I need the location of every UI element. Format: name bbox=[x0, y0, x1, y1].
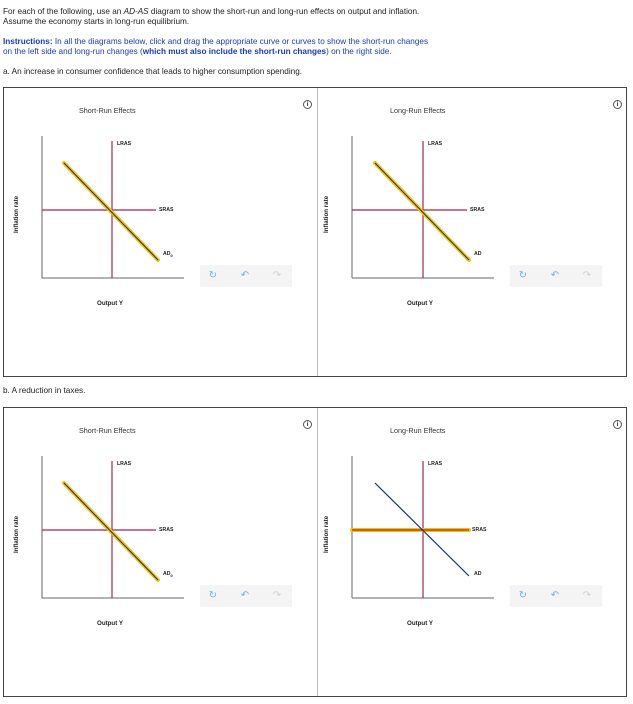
instructions-label: Instructions: bbox=[3, 37, 53, 46]
question-a: a. An increase in consumer confidence th… bbox=[3, 67, 303, 76]
ad-label-text: AD bbox=[163, 571, 171, 577]
short-run-graph-b: Short-Run Effects i Inflation rate LRAS … bbox=[4, 408, 315, 696]
panel-divider bbox=[317, 408, 318, 696]
undo-icon[interactable]: ↶ bbox=[240, 270, 250, 281]
redo-icon[interactable]: ↷ bbox=[272, 270, 282, 281]
reset-icon[interactable]: ↻ bbox=[518, 270, 528, 281]
graph-toolbar: ↻ ↶ ↷ bbox=[200, 585, 292, 607]
intro-text: For each of the following, use an bbox=[3, 7, 124, 16]
undo-icon[interactable]: ↶ bbox=[550, 270, 560, 281]
redo-icon[interactable]: ↷ bbox=[272, 590, 282, 601]
ad-curve[interactable] bbox=[374, 162, 470, 261]
instructions-text: In all the diagrams below, click and dra… bbox=[52, 37, 429, 46]
lras-label: LRAS bbox=[117, 461, 132, 467]
instructions-line-2: on the left side and long-run changes (w… bbox=[3, 47, 392, 57]
lras-label: LRAS bbox=[428, 461, 443, 467]
graph-title: Long-Run Effects bbox=[390, 106, 446, 115]
x-axis-label: Output Y bbox=[97, 620, 124, 627]
intro-line-1: For each of the following, use an AD-AS … bbox=[3, 7, 419, 17]
info-icon[interactable]: i bbox=[303, 420, 312, 429]
instructions-text-2a: on the left side and long-run changes ( bbox=[3, 47, 143, 56]
graph-title: Short-Run Effects bbox=[79, 106, 136, 115]
reset-icon[interactable]: ↻ bbox=[208, 590, 218, 601]
undo-icon[interactable]: ↶ bbox=[550, 590, 560, 601]
ad-label-text: AD bbox=[163, 251, 171, 257]
ad-curve[interactable] bbox=[63, 162, 159, 261]
lras-label: LRAS bbox=[428, 141, 443, 147]
ad-label-subscript: 0 bbox=[170, 573, 173, 579]
reset-icon[interactable]: ↻ bbox=[518, 590, 528, 601]
sras-label: SRAS bbox=[159, 207, 174, 213]
undo-icon[interactable]: ↶ bbox=[240, 590, 250, 601]
ad-label-subscript: 0 bbox=[170, 253, 173, 259]
info-icon[interactable]: i bbox=[303, 100, 312, 109]
ad-label: AD bbox=[474, 251, 482, 257]
graph-toolbar: ↻ ↶ ↷ bbox=[510, 265, 602, 287]
short-run-graph-a: Short-Run Effects i Inflation rate LRAS … bbox=[4, 88, 315, 376]
redo-icon[interactable]: ↷ bbox=[582, 590, 592, 601]
sras-label: SRAS bbox=[470, 207, 485, 213]
reset-icon[interactable]: ↻ bbox=[208, 270, 218, 281]
graph-title: Long-Run Effects bbox=[390, 426, 446, 435]
intro-line-2: Assume the economy starts in long-run eq… bbox=[3, 17, 190, 26]
lras-label: LRAS bbox=[117, 141, 132, 147]
ad-label: AD bbox=[474, 571, 482, 577]
sras-label: SRAS bbox=[159, 527, 174, 533]
ad-as-diagram bbox=[41, 136, 184, 279]
instructions-line-1: Instructions: In all the diagrams below,… bbox=[3, 37, 428, 47]
long-run-graph-a: Long-Run Effects i Inflation rate LRAS S… bbox=[317, 88, 628, 376]
info-icon[interactable]: i bbox=[613, 420, 622, 429]
graph-toolbar: ↻ ↶ ↷ bbox=[200, 265, 292, 287]
long-run-graph-b: Long-Run Effects i Inflation rate LRAS S… bbox=[317, 408, 628, 696]
ad-curve[interactable] bbox=[63, 482, 159, 581]
intro-adas-term: AD-AS bbox=[123, 7, 149, 16]
ad-as-diagram bbox=[41, 456, 184, 599]
ad-label: AD0 bbox=[163, 571, 173, 578]
sras-label: SRAS bbox=[472, 527, 487, 533]
panel-divider bbox=[317, 88, 318, 376]
ad-as-diagram bbox=[350, 456, 494, 599]
x-axis-label: Output Y bbox=[407, 300, 434, 307]
x-axis-label: Output Y bbox=[97, 300, 124, 307]
question-b: b. A reduction in taxes. bbox=[3, 386, 86, 395]
panel-b: Short-Run Effects i Inflation rate LRAS … bbox=[3, 407, 627, 697]
ad-as-diagram bbox=[351, 136, 494, 279]
intro-text-rest: diagram to show the short-run and long-r… bbox=[148, 7, 420, 16]
info-icon[interactable]: i bbox=[613, 100, 622, 109]
redo-icon[interactable]: ↷ bbox=[582, 270, 592, 281]
instructions-text-2b: ) on the right side. bbox=[326, 47, 392, 56]
ad-label: AD0 bbox=[163, 251, 173, 258]
x-axis-label: Output Y bbox=[407, 620, 434, 627]
graph-toolbar: ↻ ↶ ↷ bbox=[510, 585, 602, 607]
graph-title: Short-Run Effects bbox=[79, 426, 136, 435]
ad-curve[interactable] bbox=[374, 482, 470, 577]
instructions-bold: which must also include the short-run ch… bbox=[142, 47, 327, 56]
panel-a: Short-Run Effects i Inflation rate LRAS … bbox=[3, 87, 627, 377]
